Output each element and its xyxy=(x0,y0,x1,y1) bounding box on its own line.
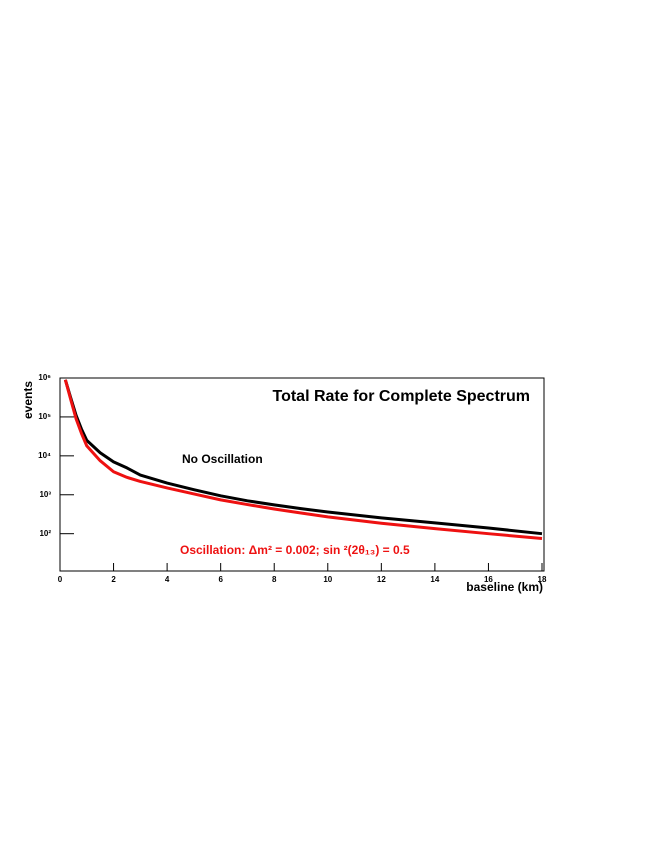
x-tick-label: 6 xyxy=(218,575,223,584)
series-line xyxy=(63,379,543,541)
y-tick-label: 10² xyxy=(39,529,51,538)
x-tick-label: 0 xyxy=(58,575,63,584)
series-label: Oscillation: Δm² = 0.002; sin ²(2θ₁₃) = … xyxy=(180,543,410,557)
x-tick-label: 8 xyxy=(272,575,277,584)
x-tick-label: 18 xyxy=(538,575,547,584)
series-line xyxy=(63,379,543,536)
chart-title: Total Rate for Complete Spectrum xyxy=(272,388,530,405)
plot-frame xyxy=(59,377,545,572)
x-tick-label: 2 xyxy=(111,575,116,584)
y-axis-label: events xyxy=(21,381,35,419)
x-tick-label: 14 xyxy=(430,575,439,584)
y-tick-label: 10⁵ xyxy=(38,412,51,421)
x-tick-label: 16 xyxy=(484,575,493,584)
x-axis-label: baseline (km) xyxy=(466,580,543,594)
y-tick-label: 10⁴ xyxy=(38,451,51,460)
x-tick-label: 12 xyxy=(377,575,386,584)
series-label: No Oscillation xyxy=(182,452,263,466)
x-tick-label: 10 xyxy=(323,575,332,584)
y-tick-label: 10³ xyxy=(39,490,51,499)
y-tick-label: 10⁶ xyxy=(38,373,51,382)
x-tick-label: 4 xyxy=(165,575,170,584)
